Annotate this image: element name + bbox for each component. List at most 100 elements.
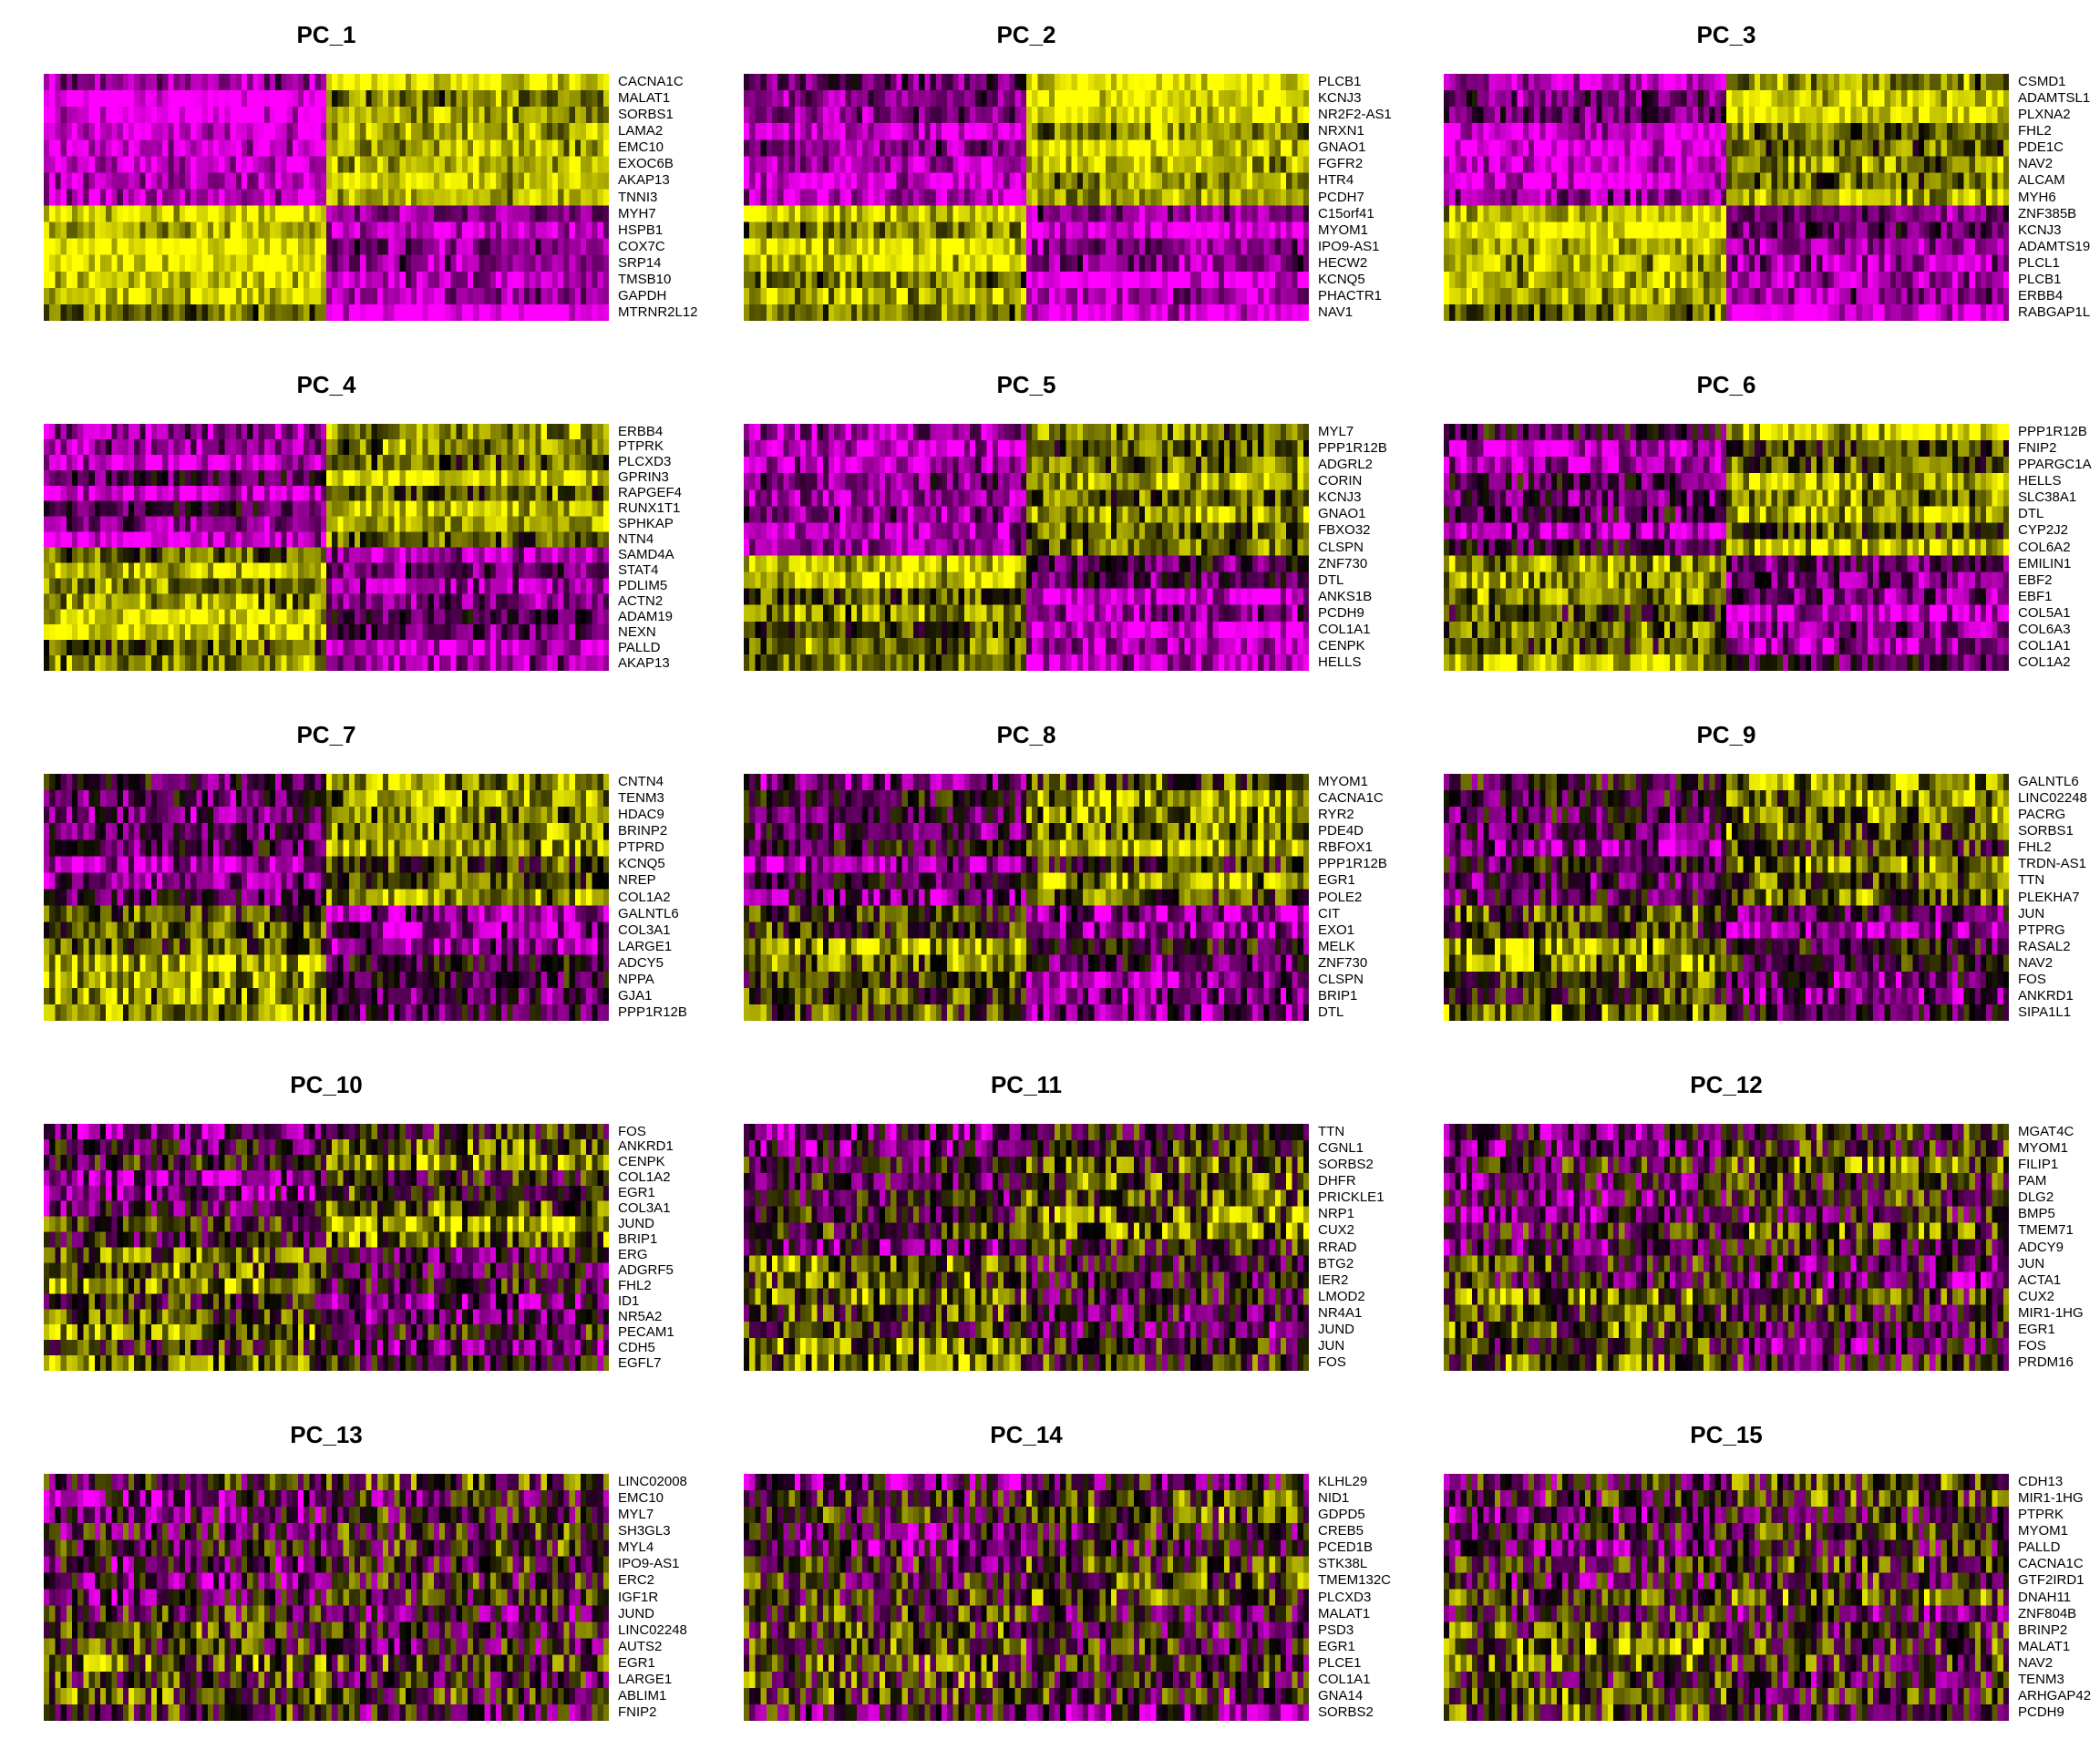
heatmap-cell xyxy=(1681,74,1688,91)
heatmap-cell xyxy=(298,139,304,157)
heatmap-cell xyxy=(1783,172,1789,190)
heatmap-cell xyxy=(1020,254,1027,273)
heatmap-cell xyxy=(868,172,875,190)
heatmap-cell xyxy=(422,454,429,471)
heatmap-cell xyxy=(558,254,564,273)
heatmap-cell xyxy=(320,74,327,91)
heatmap-cell xyxy=(168,139,175,157)
heatmap-cell xyxy=(281,304,288,321)
heatmap-cell xyxy=(794,254,801,273)
heatmap-cell xyxy=(501,221,508,240)
heatmap-cell xyxy=(1596,238,1603,256)
heatmap-cell xyxy=(49,454,56,471)
heatmap-cell xyxy=(1071,156,1078,173)
heatmap-cell xyxy=(1935,254,1942,273)
heatmap-cell xyxy=(1624,205,1632,223)
heatmap-cell xyxy=(1127,90,1135,108)
heatmap-cell xyxy=(586,74,592,91)
heatmap-cell xyxy=(1179,238,1186,256)
heatmap-cell xyxy=(219,189,225,207)
heatmap-cell xyxy=(496,156,502,173)
heatmap-cell xyxy=(270,90,276,108)
heatmap-cell xyxy=(383,304,389,321)
heatmap-cell xyxy=(1845,238,1851,256)
heatmap-cell xyxy=(1111,287,1117,305)
heatmap-cell xyxy=(1704,189,1710,207)
heatmap-cell xyxy=(1302,189,1309,207)
heatmap-cell xyxy=(88,254,96,273)
heatmap-cell xyxy=(1918,254,1925,273)
heatmap-cell xyxy=(512,90,520,108)
heatmap-cell xyxy=(157,304,163,321)
heatmap-cell xyxy=(1822,238,1829,256)
heatmap-cell xyxy=(484,189,491,207)
heatmap-cell xyxy=(970,221,976,240)
heatmap-cell xyxy=(1613,287,1620,305)
heatmap-cell xyxy=(281,139,288,157)
heatmap-cell xyxy=(1212,304,1220,321)
heatmap-cell xyxy=(1189,107,1197,124)
heatmap-cell xyxy=(1642,189,1648,207)
heatmap-row xyxy=(744,205,1309,223)
heatmap-cell xyxy=(998,107,1004,124)
heatmap-cell xyxy=(139,238,147,256)
heatmap-cell xyxy=(1755,123,1761,140)
heatmap-cell xyxy=(60,221,67,240)
gene-label: C15orf41 xyxy=(1318,206,1374,222)
heatmap-cell xyxy=(1529,189,1535,207)
heatmap-cell xyxy=(829,238,835,256)
heatmap-cell xyxy=(242,172,248,190)
heatmap-cell xyxy=(850,238,858,256)
heatmap-cell xyxy=(885,189,891,207)
heatmap-cell xyxy=(224,172,232,190)
heatmap-cell xyxy=(540,271,548,289)
heatmap-cell xyxy=(1601,304,1609,321)
heatmap-cell xyxy=(1986,172,1992,190)
heatmap-cell xyxy=(247,304,253,321)
heatmap-cell xyxy=(981,205,988,223)
heatmap-cell xyxy=(958,287,965,305)
heatmap-cell xyxy=(788,304,796,321)
heatmap-cell xyxy=(252,438,260,456)
heatmap-cell xyxy=(1997,107,2004,124)
heatmap-cell xyxy=(1613,123,1620,140)
heatmap-cell xyxy=(376,254,384,273)
heatmap-cell xyxy=(258,205,265,223)
heatmap-cell xyxy=(1794,139,1801,157)
heatmap-cell xyxy=(1207,238,1214,256)
heatmap-cell xyxy=(1579,221,1586,240)
heatmap-cell xyxy=(258,107,265,124)
heatmap-cell xyxy=(1755,74,1761,91)
heatmap-cell xyxy=(1506,90,1512,108)
heatmap-cell xyxy=(1014,238,1022,256)
heatmap-cell xyxy=(1258,74,1264,91)
heatmap-cell xyxy=(292,189,299,207)
heatmap-cell xyxy=(1901,304,1908,321)
heatmap-cell xyxy=(411,123,417,140)
heatmap-cell xyxy=(94,221,101,240)
heatmap-cell xyxy=(1240,139,1248,157)
heatmap-cell xyxy=(947,287,953,305)
heatmap-cell xyxy=(1856,123,1863,140)
heatmap-cell xyxy=(371,424,378,440)
heatmap-cell xyxy=(1133,221,1140,240)
heatmap-cell xyxy=(1686,107,1693,124)
heatmap-cell xyxy=(766,287,773,305)
heatmap-cell xyxy=(1466,172,1473,190)
heatmap-cell xyxy=(1302,271,1309,289)
heatmap-cell xyxy=(586,156,592,173)
heatmap-cell xyxy=(760,156,767,173)
heatmap-cell xyxy=(501,304,508,321)
heatmap-cell xyxy=(411,469,417,487)
heatmap-cell xyxy=(1755,156,1761,173)
heatmap-cell xyxy=(1083,221,1089,240)
heatmap-cell xyxy=(281,123,288,140)
heatmap-cell xyxy=(376,238,384,256)
heatmap-cell xyxy=(77,304,84,321)
heatmap-cell xyxy=(1647,156,1653,173)
heatmap-cell xyxy=(100,90,107,108)
heatmap-cell xyxy=(1930,107,1936,124)
heatmap-cell xyxy=(326,287,333,305)
heatmap-cell xyxy=(518,205,525,223)
heatmap-cell xyxy=(1642,304,1648,321)
